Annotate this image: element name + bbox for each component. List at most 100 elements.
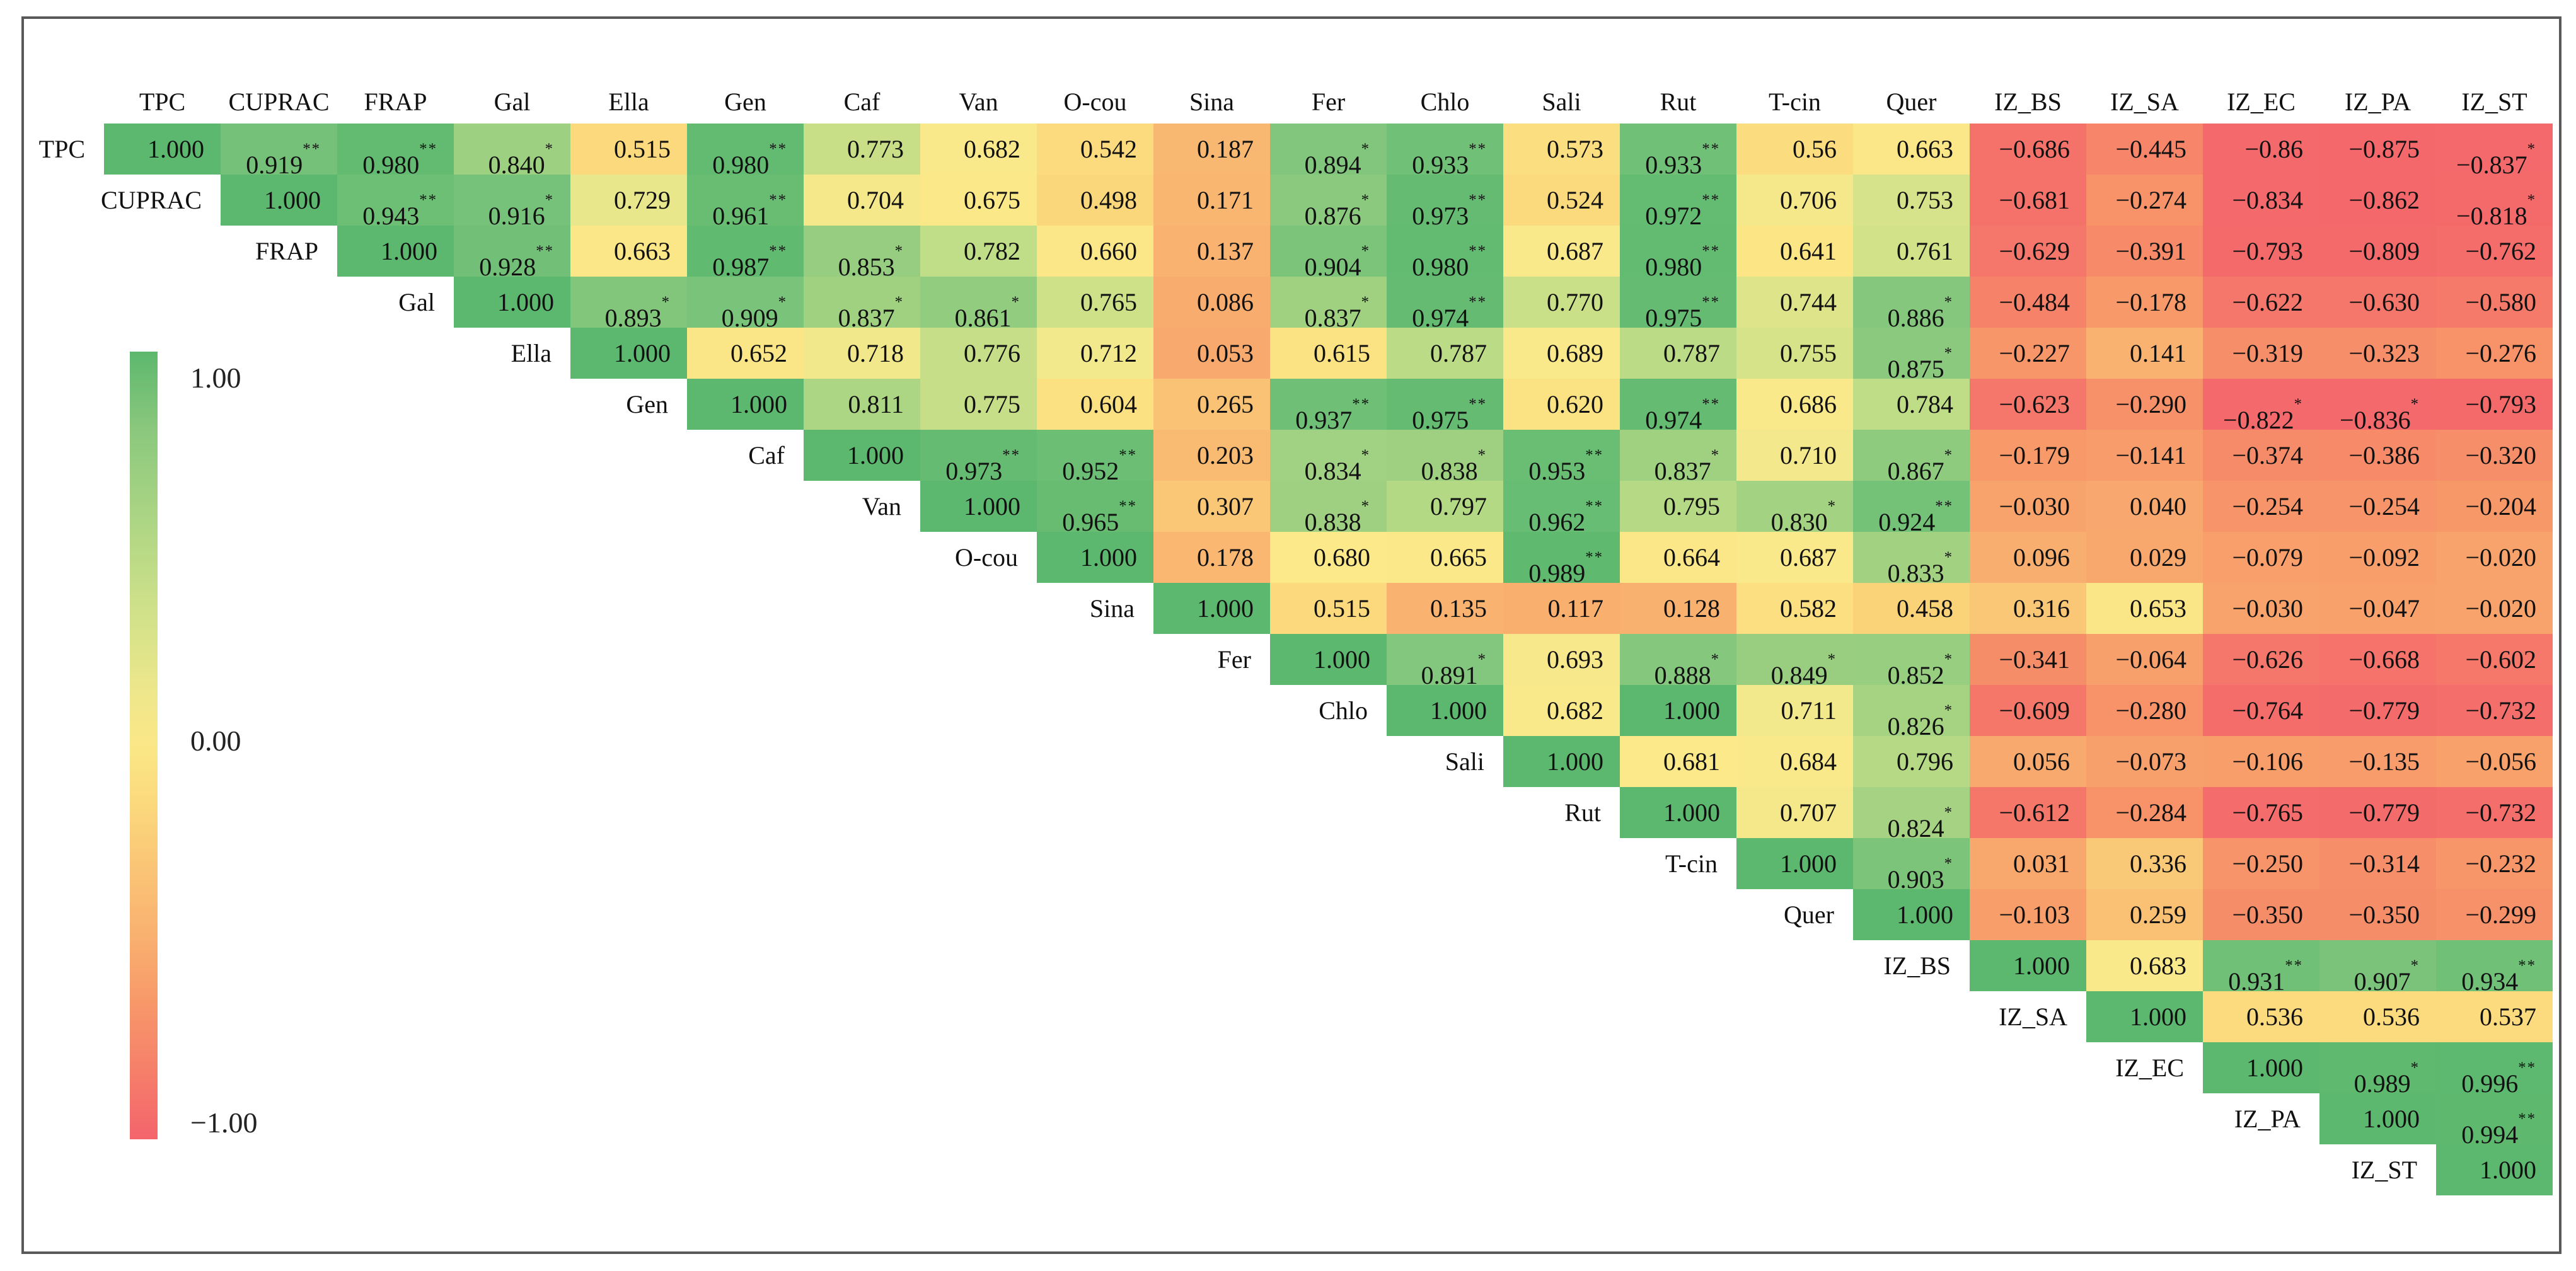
heatmap-cell: 0.620: [1503, 379, 1620, 430]
heatmap-cell: −0.602: [2436, 634, 2553, 685]
heatmap-cell: −0.779: [2319, 685, 2436, 736]
row-label-O-cou: O-cou: [955, 543, 1018, 572]
heatmap-cell: −0.818*: [2436, 175, 2553, 230]
heatmap-cell: 0.826*: [1853, 685, 1970, 740]
heatmap-cell: −0.862: [2319, 175, 2436, 226]
heatmap-cell: −0.580: [2436, 277, 2553, 328]
heatmap-cell: −0.622: [2203, 277, 2319, 328]
heatmap-cell: 0.259: [2086, 889, 2203, 940]
row-label-Rut: Rut: [1564, 798, 1601, 827]
heatmap-cell: −0.822*: [2203, 379, 2319, 434]
heatmap-cell: −0.793: [2436, 379, 2553, 430]
heatmap-cell: 0.141: [2086, 328, 2203, 379]
heatmap-cell: −0.079: [2203, 532, 2319, 583]
heatmap-cell: −0.227: [1970, 328, 2086, 379]
column-header-IZ_EC: IZ_EC: [2227, 88, 2296, 116]
heatmap-cell: −0.836*: [2319, 379, 2436, 434]
significance-stars: *: [661, 294, 671, 311]
significance-stars: **: [1469, 243, 1487, 260]
heatmap-cell: −0.626: [2203, 634, 2319, 685]
heatmap-cell: 0.994**: [2436, 1093, 2553, 1149]
heatmap-cell: 0.975**: [1387, 379, 1503, 434]
significance-stars: *: [1944, 702, 1953, 719]
heatmap-cell: 0.989**: [1503, 532, 1620, 587]
heatmap-cell: 0.664: [1620, 532, 1736, 583]
row-label-IZ_EC: IZ_EC: [2115, 1054, 2184, 1082]
column-header-IZ_PA: IZ_PA: [2344, 88, 2411, 116]
heatmap-cell: 0.684: [1736, 736, 1853, 787]
heatmap-cell: 0.996**: [2436, 1042, 2553, 1098]
heatmap-cell: 1.000: [2086, 991, 2203, 1042]
row-label-IZ_BS: IZ_BS: [1883, 952, 1951, 980]
heatmap-cell: 0.203: [1153, 430, 1270, 481]
heatmap-cell: 0.316: [1970, 583, 2086, 634]
heatmap-cell: 0.663: [570, 226, 687, 277]
heatmap-cell: 1.000: [1153, 583, 1270, 634]
heatmap-cell: −0.314: [2319, 838, 2436, 889]
heatmap-cell: −0.762: [2436, 226, 2553, 277]
column-header-Caf: Caf: [843, 88, 881, 116]
heatmap-cell: 0.086: [1153, 277, 1270, 328]
heatmap-cell: 0.861*: [920, 277, 1037, 332]
heatmap-cell: 0.849*: [1736, 634, 1853, 689]
heatmap-cell: 0.937**: [1270, 379, 1387, 434]
column-header-Rut: Rut: [1660, 88, 1697, 116]
heatmap-cell: 0.515: [1270, 583, 1387, 634]
heatmap-cell: 0.641: [1736, 226, 1853, 277]
heatmap-cell: 0.765: [1037, 277, 1153, 328]
heatmap-cell: 0.704: [804, 175, 920, 226]
heatmap-cell: 0.907*: [2319, 940, 2436, 996]
heatmap-cell: 0.265: [1153, 379, 1270, 430]
significance-stars: **: [769, 192, 787, 209]
heatmap-cell: 0.838*: [1270, 481, 1387, 536]
significance-stars: **: [1469, 396, 1487, 413]
heatmap-cell: 0.980**: [1620, 226, 1736, 281]
heatmap-cell: 0.171: [1153, 175, 1270, 226]
heatmap-cell: 0.787: [1387, 328, 1503, 379]
heatmap-cell: −0.875: [2319, 124, 2436, 175]
heatmap-cell: 0.811: [804, 379, 920, 430]
heatmap-cell: 0.770: [1503, 277, 1620, 328]
heatmap-cell: 1.000: [1387, 685, 1503, 736]
heatmap-cell: −0.391: [2086, 226, 2203, 277]
column-header-IZ_ST: IZ_ST: [2461, 88, 2527, 116]
row-label-FRAP: FRAP: [255, 237, 318, 265]
heatmap-cell: 0.962**: [1503, 481, 1620, 536]
heatmap-cell: 0.753: [1853, 175, 1970, 226]
heatmap-cell: 0.053: [1153, 328, 1270, 379]
heatmap-cell: −0.323: [2319, 328, 2436, 379]
heatmap-cell: 0.582: [1736, 583, 1853, 634]
heatmap-cell: 0.919**: [221, 124, 337, 179]
heatmap-cell: −0.374: [2203, 430, 2319, 481]
significance-stars: *: [1944, 651, 1953, 668]
heatmap-cell: 1.000: [920, 481, 1037, 532]
heatmap-cell: 0.965**: [1037, 481, 1153, 536]
significance-stars: *: [894, 243, 904, 260]
heatmap-cell: 0.031: [1970, 838, 2086, 889]
heatmap-cell: 0.307: [1153, 481, 1270, 532]
column-header-CUPRAC: CUPRAC: [228, 88, 330, 116]
significance-stars: *: [1361, 192, 1370, 209]
significance-stars: *: [1361, 243, 1370, 260]
row-label-Chlo: Chlo: [1319, 696, 1368, 725]
significance-stars: *: [1477, 447, 1487, 464]
row-label-Fer: Fer: [1217, 645, 1251, 674]
heatmap-cell: 1.000: [1620, 787, 1736, 838]
row-label-Gen: Gen: [626, 390, 668, 418]
heatmap-cell: −0.179: [1970, 430, 2086, 481]
heatmap-cell: 0.934**: [2436, 940, 2553, 996]
heatmap-cell: 1.000: [1037, 532, 1153, 583]
heatmap-cell: 1.000: [2436, 1144, 2553, 1195]
heatmap-cell: 0.128: [1620, 583, 1736, 634]
significance-stars: **: [1469, 294, 1487, 311]
heatmap-cell: 0.987**: [687, 226, 804, 281]
heatmap-cell: 0.824*: [1853, 787, 1970, 843]
heatmap-cell: −0.445: [2086, 124, 2203, 175]
heatmap-cell: 1.000: [687, 379, 804, 430]
heatmap-cell: −0.280: [2086, 685, 2203, 736]
heatmap-cell: −0.141: [2086, 430, 2203, 481]
heatmap-cell: −0.254: [2319, 481, 2436, 532]
heatmap-cell: −0.073: [2086, 736, 2203, 787]
heatmap-cell: 1.000: [2319, 1093, 2436, 1144]
row-label-IZ_PA: IZ_PA: [2234, 1105, 2301, 1133]
